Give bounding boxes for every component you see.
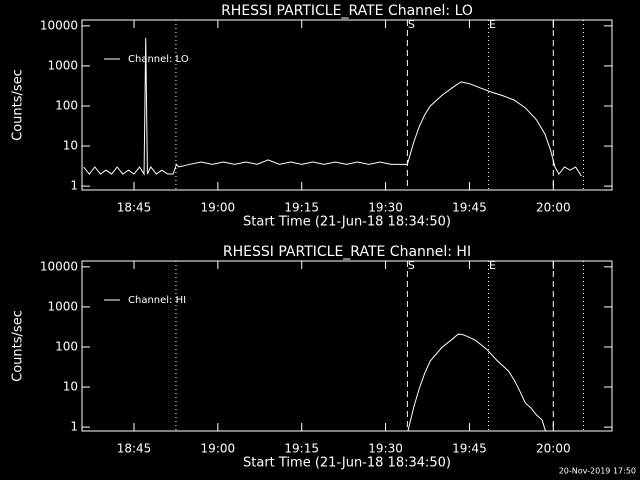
x-tick-label: 20:00	[536, 201, 571, 215]
x-tick-label: 19:45	[452, 442, 487, 456]
x-tick-label: 19:15	[284, 201, 319, 215]
marker-label: E	[489, 259, 496, 272]
plot-frame	[81, 19, 613, 191]
y-tick-label: 1	[70, 179, 78, 193]
y-tick-label: 1	[70, 420, 78, 434]
y-tick-label: 10000	[40, 259, 78, 273]
y-tick-label: 1000	[47, 299, 78, 313]
legend-label: Channel: HI	[128, 295, 186, 306]
data-line	[407, 333, 546, 431]
plot-frame	[81, 260, 613, 432]
y-tick-label: 10	[63, 139, 78, 153]
chart-title: RHESSI PARTICLE_RATE Channel: HI	[223, 244, 471, 260]
y-tick-label: 10	[63, 380, 78, 394]
footer: 20-Nov-2019 17:50	[559, 467, 636, 476]
y-tick-label: 100	[55, 98, 78, 112]
x-tick-label: 19:00	[201, 201, 236, 215]
x-tick-label: 18:45	[117, 201, 152, 215]
x-tick-label: 19:15	[284, 442, 319, 456]
chart-title: RHESSI PARTICLE_RATE Channel: LO	[221, 3, 473, 19]
y-tick-label: 1000	[47, 58, 78, 72]
y-axis-label: Counts/sec	[11, 69, 26, 141]
data-line	[83, 37, 582, 177]
y-tick-label: 100	[55, 339, 78, 353]
marker-label: S	[408, 18, 415, 31]
x-axis-label: Start Time (21-Jun-18 18:34:50)	[243, 215, 451, 230]
x-tick-label: 19:30	[368, 442, 403, 456]
x-tick-label: 19:30	[368, 201, 403, 215]
x-axis-label: Start Time (21-Jun-18 18:34:50)	[243, 456, 451, 471]
y-tick-label: 10000	[40, 18, 78, 32]
x-tick-label: 19:45	[452, 201, 487, 215]
x-tick-label: 20:00	[536, 442, 571, 456]
x-tick-label: 18:45	[117, 442, 152, 456]
marker-label: S	[408, 259, 415, 272]
marker-label: E	[489, 18, 496, 31]
legend-label: Channel: LO	[128, 54, 189, 65]
y-axis-label: Counts/sec	[11, 310, 26, 382]
x-tick-label: 19:00	[201, 442, 236, 456]
